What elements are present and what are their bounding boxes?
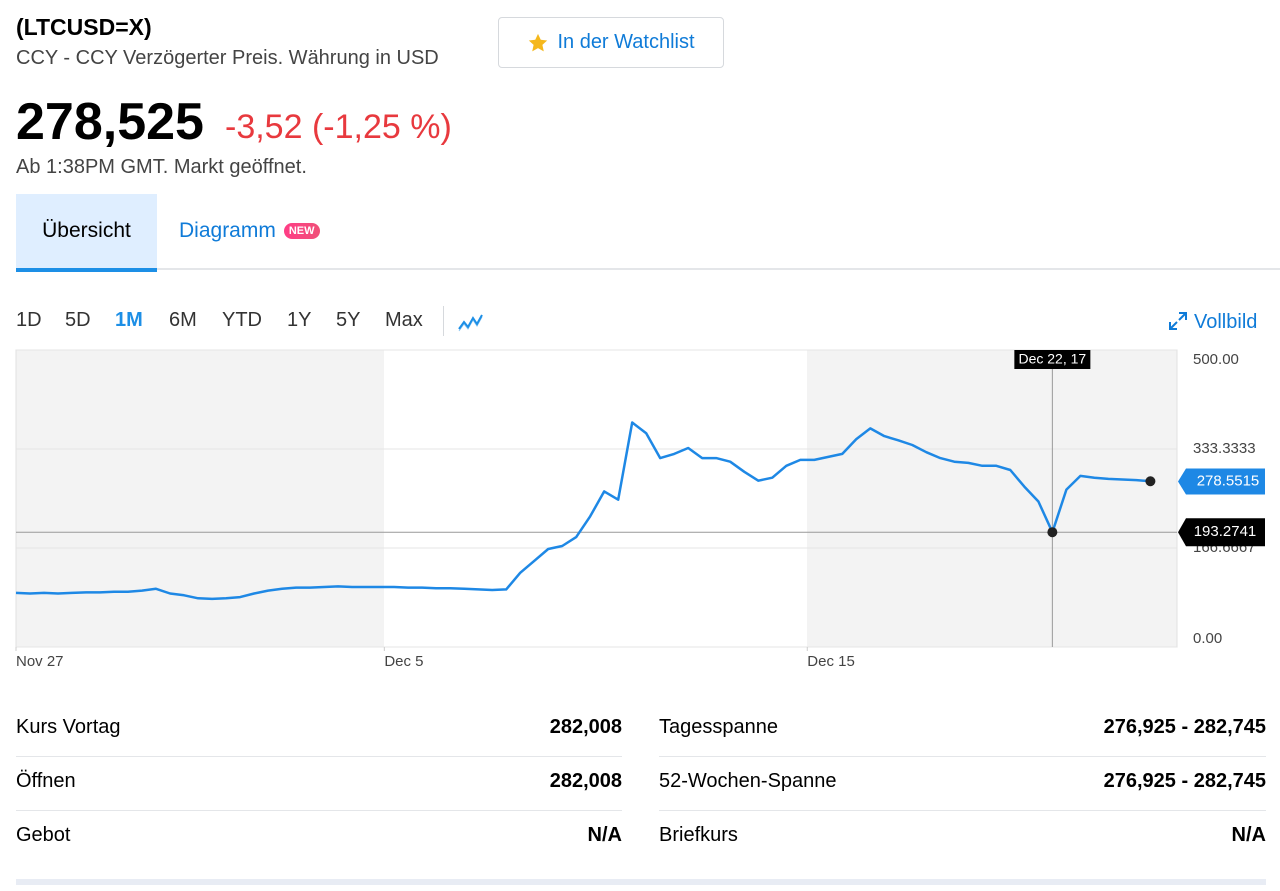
- ticker-title: (LTCUSD=X): [16, 14, 152, 40]
- weekend-shade: [16, 350, 384, 647]
- stat-value: N/A: [1231, 824, 1266, 846]
- x-tick-label: Nov 27: [16, 653, 64, 670]
- y-tick-label: 500.00: [1193, 351, 1239, 368]
- range-button[interactable]: 1Y: [287, 309, 312, 331]
- expand-icon: [1169, 312, 1187, 330]
- row-divider: [16, 756, 622, 757]
- stat-value: 276,925 - 282,745: [1103, 770, 1266, 792]
- tab-label: Diagramm: [179, 219, 276, 242]
- fullscreen-button[interactable]: Vollbild: [1168, 311, 1257, 334]
- crosshair-value: 193.2741: [1194, 523, 1257, 540]
- weekend-shade: [807, 350, 1177, 647]
- watchlist-button[interactable]: In der Watchlist: [498, 17, 724, 68]
- fullscreen-label: Vollbild: [1194, 311, 1258, 333]
- star-icon: [529, 33, 548, 51]
- y-tick-label: 0.00: [1193, 630, 1222, 647]
- stat-label: 52-Wochen-Spanne: [659, 770, 837, 792]
- row-divider: [659, 756, 1266, 757]
- market-status: Ab 1:38PM GMT. Markt geöffnet.: [16, 156, 307, 178]
- x-tick-label: Dec 5: [384, 653, 423, 670]
- crosshair-value-bg: [1178, 518, 1265, 547]
- last-value-bg: [1178, 468, 1265, 495]
- price-change: -3,52 (-1,25 %): [225, 108, 452, 146]
- crosshair-date-bg: [1014, 350, 1091, 369]
- range-button[interactable]: 1M: [115, 309, 143, 331]
- stat-value: 282,008: [549, 716, 622, 738]
- row-divider: [16, 810, 622, 811]
- y-tick-label: 333.3333: [1193, 440, 1256, 457]
- range-button[interactable]: YTD: [222, 309, 262, 331]
- stat-label: Kurs Vortag: [16, 716, 121, 738]
- new-badge: NEW: [283, 223, 320, 239]
- separator: [443, 306, 444, 336]
- row-divider: [659, 810, 1266, 811]
- stat-label: Briefkurs: [659, 824, 738, 846]
- stat-value: 282,008: [549, 770, 622, 792]
- x-tick-label: Dec 15: [807, 653, 855, 670]
- footer-bar: [16, 879, 1266, 885]
- crosshair-date: Dec 22, 17: [1018, 351, 1086, 367]
- crosshair-point: [1047, 527, 1058, 538]
- chart-type-icon[interactable]: [457, 311, 485, 333]
- last-point: [1145, 476, 1156, 487]
- stat-label: Öffnen: [16, 770, 76, 792]
- range-button[interactable]: Max: [385, 309, 423, 331]
- price-line: [15, 421, 1151, 601]
- range-button[interactable]: 5D: [65, 309, 91, 331]
- tab[interactable]: Diagramm NEW: [179, 194, 320, 268]
- last-value-label: 278.5515: [1197, 473, 1260, 490]
- stat-label: Tagesspanne: [659, 716, 778, 738]
- stat-value: N/A: [587, 824, 622, 846]
- range-button[interactable]: 5Y: [336, 309, 361, 331]
- tab[interactable]: Übersicht: [16, 194, 157, 272]
- tab-divider: [16, 268, 1280, 270]
- stat-value: 276,925 - 282,745: [1103, 716, 1266, 738]
- range-button[interactable]: 6M: [169, 309, 197, 331]
- range-button[interactable]: 1D: [16, 309, 42, 331]
- price: 278,525: [16, 93, 204, 151]
- watchlist-label: In der Watchlist: [557, 31, 695, 53]
- subtitle: CCY - CCY Verzögerter Preis. Währung in …: [16, 47, 439, 69]
- stat-label: Gebot: [16, 824, 71, 846]
